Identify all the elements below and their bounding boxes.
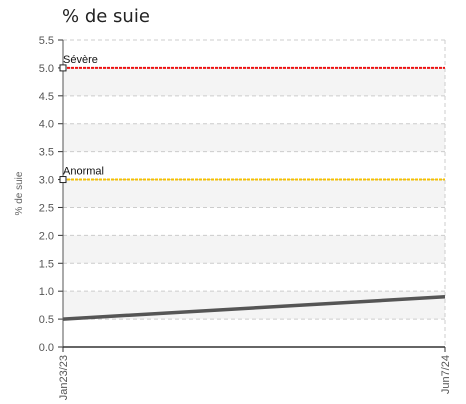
y-tick-label: 2.0 bbox=[39, 230, 54, 242]
x-tick-label: Jun7/24 bbox=[440, 355, 452, 394]
y-tick-label: 0.5 bbox=[39, 314, 54, 326]
grid-band bbox=[63, 235, 445, 264]
grid-band bbox=[63, 67, 445, 96]
threshold-marker bbox=[59, 176, 67, 184]
y-axis-title: % de suie bbox=[14, 171, 25, 215]
threshold-label: Sévère bbox=[63, 54, 98, 66]
y-tick-label: 0.0 bbox=[39, 342, 54, 354]
y-tick-label: 3.0 bbox=[39, 175, 54, 187]
y-tick-label: 5.5 bbox=[39, 35, 54, 47]
grid-band bbox=[63, 179, 445, 208]
threshold-label: Anormal bbox=[63, 166, 104, 178]
y-tick-label: 3.5 bbox=[39, 147, 54, 159]
threshold-marker bbox=[59, 64, 67, 72]
y-tick-label: 5.0 bbox=[39, 63, 54, 75]
y-tick-label: 4.5 bbox=[39, 91, 54, 103]
y-tick-label: 4.0 bbox=[39, 119, 54, 131]
series-line bbox=[62, 295, 446, 321]
y-tick-label: 2.5 bbox=[39, 202, 54, 214]
y-tick-label: 1.5 bbox=[39, 258, 54, 270]
chart-title: % de suie bbox=[62, 6, 150, 27]
x-tick-label: Jan23/23 bbox=[58, 355, 70, 400]
y-tick-label: 1.0 bbox=[39, 286, 54, 298]
grid-band bbox=[63, 123, 445, 152]
